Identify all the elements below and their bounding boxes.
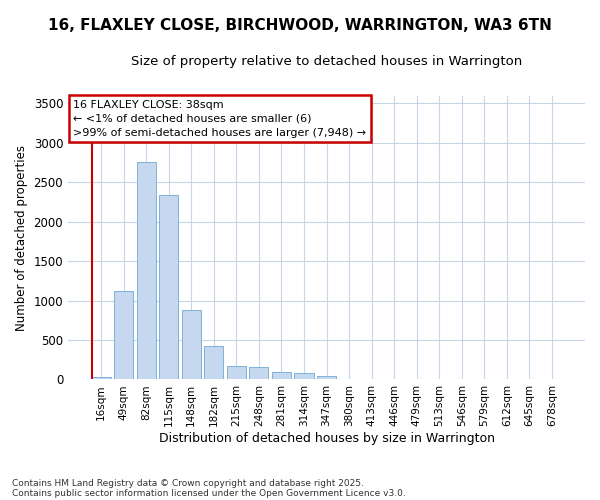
X-axis label: Distribution of detached houses by size in Warrington: Distribution of detached houses by size …	[158, 432, 494, 445]
Text: 16, FLAXLEY CLOSE, BIRCHWOOD, WARRINGTON, WA3 6TN: 16, FLAXLEY CLOSE, BIRCHWOOD, WARRINGTON…	[48, 18, 552, 32]
Text: 16 FLAXLEY CLOSE: 38sqm
← <1% of detached houses are smaller (6)
>99% of semi-de: 16 FLAXLEY CLOSE: 38sqm ← <1% of detache…	[73, 100, 367, 138]
Bar	[182, 310, 201, 380]
Title: Size of property relative to detached houses in Warrington: Size of property relative to detached ho…	[131, 55, 522, 68]
Bar	[295, 373, 314, 380]
Bar	[137, 162, 156, 380]
Text: Contains public sector information licensed under the Open Government Licence v3: Contains public sector information licen…	[12, 488, 406, 498]
Y-axis label: Number of detached properties: Number of detached properties	[15, 144, 28, 330]
Bar	[227, 366, 246, 380]
Bar	[250, 367, 268, 380]
Bar	[317, 376, 336, 380]
Bar	[204, 346, 223, 380]
Bar	[92, 377, 110, 380]
Bar	[114, 291, 133, 380]
Text: Contains HM Land Registry data © Crown copyright and database right 2025.: Contains HM Land Registry data © Crown c…	[12, 478, 364, 488]
Bar	[159, 195, 178, 380]
Bar	[272, 372, 291, 380]
